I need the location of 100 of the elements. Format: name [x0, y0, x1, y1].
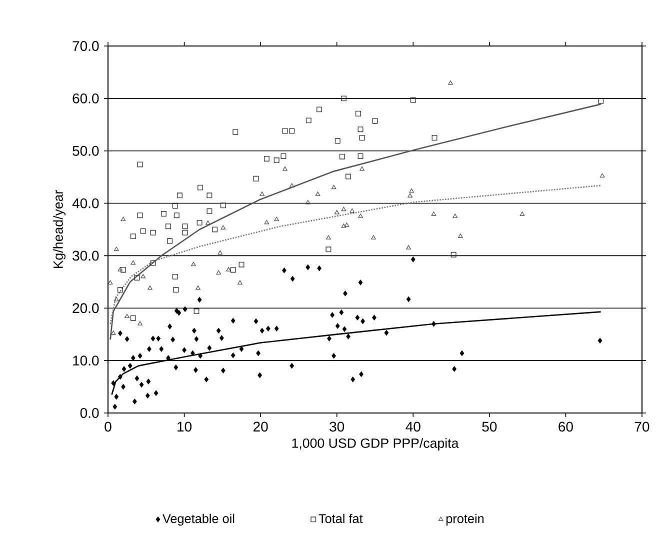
- point: [198, 184, 204, 190]
- point: [137, 162, 143, 168]
- line-series: [110, 104, 602, 340]
- point: [220, 225, 226, 230]
- point: [114, 297, 119, 302]
- point: [520, 212, 525, 216]
- point: [350, 208, 355, 213]
- point: [114, 246, 119, 251]
- x-axis-title: 1,000 USD GDP PPP/capita: [292, 438, 459, 451]
- x-tick-label: 60: [558, 422, 573, 432]
- point: [212, 226, 218, 232]
- point: [117, 287, 123, 293]
- x-tick-label: 40: [406, 422, 420, 432]
- point: [282, 128, 288, 134]
- y-tick-label: 10.0: [73, 356, 99, 366]
- point: [315, 192, 320, 196]
- x-tick-label: 70: [634, 422, 650, 432]
- point: [167, 238, 173, 244]
- point: [598, 98, 604, 104]
- point: [160, 211, 166, 216]
- point: [432, 135, 438, 140]
- x-tick-label: 0: [104, 422, 112, 432]
- y-tick-label: 50.0: [72, 146, 99, 156]
- point: [431, 212, 436, 216]
- point: [238, 280, 242, 284]
- point: [124, 314, 130, 318]
- point: [220, 202, 226, 208]
- point: [344, 222, 350, 227]
- point: [166, 224, 172, 230]
- point: [305, 200, 310, 204]
- point: [280, 153, 286, 159]
- point: [264, 156, 270, 162]
- y-tick-label: 0.0: [80, 408, 99, 418]
- point: [341, 206, 346, 212]
- point: [372, 118, 378, 124]
- y-tick-label: 30.0: [72, 250, 99, 261]
- point: [289, 183, 294, 188]
- point: [316, 106, 322, 112]
- point: [341, 224, 346, 228]
- point: [206, 192, 212, 198]
- point: [274, 216, 280, 222]
- point: [150, 260, 156, 266]
- point: [358, 214, 363, 218]
- point: [140, 274, 146, 278]
- point: [334, 138, 340, 144]
- y-tick-label: 20.0: [72, 303, 99, 314]
- point: [450, 252, 456, 258]
- point: [108, 280, 113, 284]
- point: [137, 212, 143, 218]
- x-tick-label: 20: [254, 422, 268, 432]
- point: [238, 262, 244, 268]
- line-series: [110, 184, 602, 325]
- point: [130, 234, 136, 240]
- point: [150, 230, 156, 236]
- legend-label: Vegetable oil: [162, 514, 234, 526]
- point: [406, 245, 411, 250]
- x-tick-label: 30: [330, 422, 344, 432]
- legend-label: protein: [446, 514, 484, 526]
- point: [260, 192, 265, 196]
- line-series: [111, 311, 602, 396]
- point: [326, 246, 332, 252]
- point: [138, 321, 142, 326]
- point: [326, 235, 331, 240]
- point: [134, 274, 140, 280]
- point: [360, 166, 364, 171]
- y-tick-label: 60.0: [72, 93, 99, 104]
- point: [409, 188, 414, 193]
- point: [339, 154, 345, 160]
- point: [355, 110, 361, 116]
- y-axis-title: Kg/head/year: [53, 190, 66, 268]
- point: [218, 250, 223, 255]
- point: [230, 267, 236, 273]
- point: [194, 308, 200, 314]
- point: [448, 80, 453, 85]
- point: [148, 285, 152, 290]
- point: [289, 128, 295, 134]
- point: [191, 262, 196, 266]
- point: [196, 285, 200, 290]
- point: [173, 287, 179, 293]
- point: [408, 193, 412, 198]
- point: [452, 214, 458, 218]
- point: [346, 174, 352, 180]
- point: [600, 173, 605, 178]
- x-tick-label: 10: [178, 422, 192, 432]
- point: [206, 208, 212, 214]
- point: [174, 212, 180, 218]
- point: [120, 267, 126, 273]
- point: [120, 216, 126, 222]
- point: [172, 203, 178, 209]
- point: [358, 126, 364, 132]
- legend-label: Total fat: [318, 514, 363, 524]
- point: [358, 153, 364, 159]
- point: [176, 192, 182, 198]
- point: [182, 230, 188, 236]
- point: [140, 228, 146, 234]
- point: [458, 234, 463, 238]
- point: [172, 274, 178, 280]
- point: [253, 176, 259, 182]
- y-tick-label: 40.0: [72, 198, 99, 208]
- point: [206, 220, 210, 225]
